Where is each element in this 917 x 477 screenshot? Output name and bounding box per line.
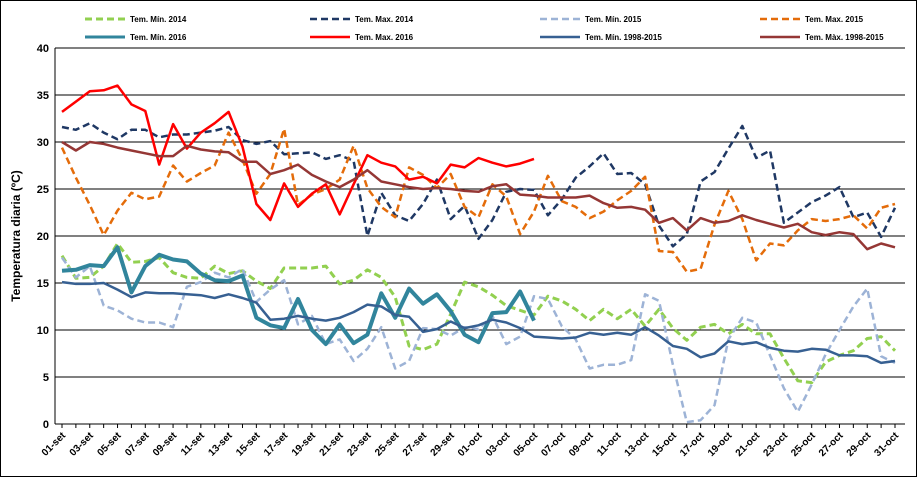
series-line	[60, 127, 896, 273]
series-line	[61, 245, 536, 347]
y-tick-label: 20	[37, 231, 49, 243]
series-line	[61, 280, 896, 365]
y-tick-label: 0	[43, 419, 49, 431]
legend-label: Tem. Màx. 1998-2015	[805, 33, 884, 42]
y-tick-label: 25	[37, 184, 49, 196]
y-axis-label: Temperatura diaria (ºC)	[9, 170, 23, 302]
legend-label: Tem. Max. 2014	[355, 15, 414, 24]
legend-label: Tem. Mín. 2016	[130, 33, 187, 42]
y-tick-label: 10	[37, 325, 49, 337]
y-tick-label: 15	[37, 278, 49, 290]
y-tick-label: 35	[37, 90, 49, 102]
y-tick-label: 40	[37, 43, 49, 55]
series-line	[61, 121, 897, 248]
legend-label: Tem. Max. 2016	[355, 33, 414, 42]
legend-label: Tem. Mín. 1998-2015	[585, 33, 662, 42]
series-line	[61, 84, 535, 222]
y-tick-label: 5	[43, 372, 49, 384]
series-line	[60, 256, 896, 424]
series-line	[61, 140, 896, 251]
y-tick-label: 30	[37, 137, 49, 149]
series-line	[60, 242, 897, 385]
legend-label: Tem. Max. 2015	[805, 15, 864, 24]
legend-label: Tem. Mín. 2015	[585, 15, 642, 24]
legend-label: Tem. Mín. 2014	[130, 15, 187, 24]
